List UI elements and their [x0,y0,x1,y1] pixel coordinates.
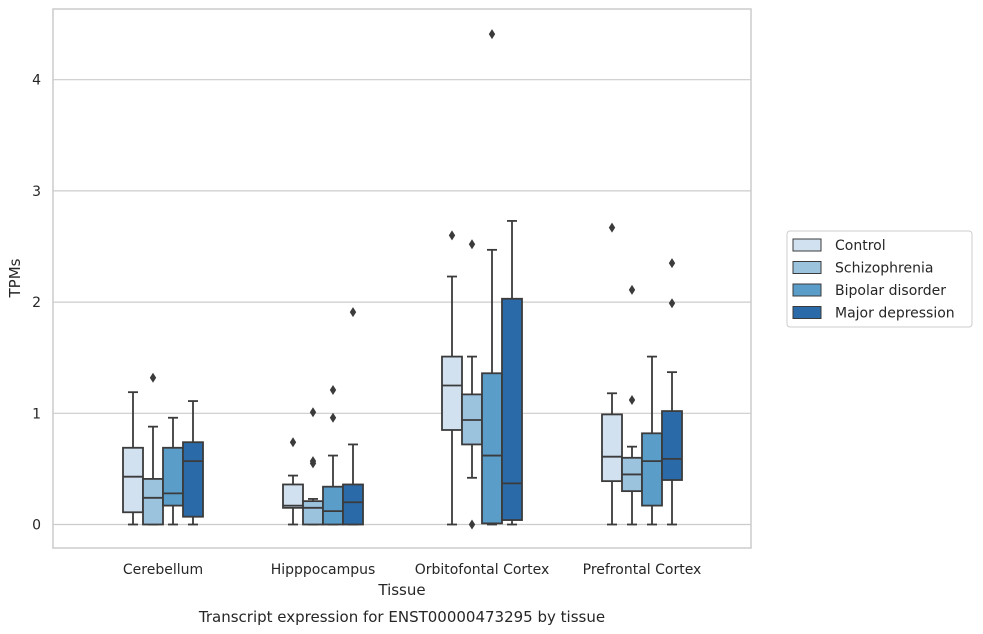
box-iqr [282,483,304,509]
outlier-marker [628,394,636,405]
box-control [122,391,144,526]
x-tick-label: Orbitofontal Cortex [415,562,550,578]
y-tick-label: 4 [32,73,41,89]
box-iqr [601,413,623,483]
legend-swatch [792,261,822,274]
boxes [122,29,683,530]
box-iqr [322,485,344,526]
y-axis-label: TPMs [6,258,24,298]
legend-label: Bipolar disorder [835,283,946,299]
outlier-marker [149,372,157,383]
outlier-marker [468,519,476,530]
box-major-depression [342,307,364,526]
y-tick-label: 1 [32,406,41,422]
box-iqr [441,355,463,431]
legend-swatch [792,283,822,297]
y-tick-label: 2 [32,295,41,311]
y-tick-label: 0 [32,518,41,534]
x-tick-label: Cerebellum [123,562,203,578]
x-axis-ticks: Cerebellum Hipppocampus Orbitofontal Corte… [123,562,701,578]
outlier-marker [309,456,317,467]
box-control [441,230,463,526]
legend-label: Schizophrenia [835,261,933,277]
legend-frame [786,230,973,328]
box-iqr [122,446,144,514]
legend-swatch [792,306,822,319]
y-tick-label: 3 [32,184,41,200]
outlier-marker [468,239,476,250]
outlier-marker [329,412,337,423]
outlier-marker [448,230,456,241]
box-schizophrenia [142,372,164,526]
box-iqr [342,483,364,526]
box-major-depression [661,258,683,526]
outlier-marker [628,284,636,295]
outlier-marker [668,258,676,269]
x-axis-label: Tissue [377,581,425,599]
outlier-marker [349,307,357,318]
box-iqr [142,478,164,526]
legend-swatch [792,238,822,252]
box-iqr [182,441,204,518]
x-tick-label: Hipppocampus [271,562,376,578]
box-iqr [661,410,683,481]
outlier-marker [488,29,496,40]
box-iqr [162,446,184,507]
y-axis-ticks: 0 1 2 3 4 [32,73,41,534]
box-iqr [481,372,503,525]
box-bipolar-disorder [641,355,663,526]
box-schizophrenia [302,407,324,526]
legend-label: Control [835,238,886,254]
outlier-marker [608,222,616,233]
legend: Control Schizophrenia Bipolar disorder Majo… [786,230,973,328]
outlier-marker [668,298,676,309]
box-major-depression [182,400,204,526]
box-control [282,437,304,526]
box-schizophrenia [461,239,483,530]
box-iqr [501,297,523,521]
x-tick-label: Prefrontal Cortex [583,562,702,578]
box-iqr [302,500,324,526]
legend-label: Major depression [835,306,955,322]
box-schizophrenia [621,284,643,526]
outlier-marker [329,384,337,395]
box-major-depression [501,220,523,526]
outlier-marker [309,407,317,418]
outlier-marker [289,437,297,448]
chart-caption: Transcript expression for ENST0000047329… [198,608,605,626]
box-iqr [641,432,663,507]
box-control [601,222,623,526]
